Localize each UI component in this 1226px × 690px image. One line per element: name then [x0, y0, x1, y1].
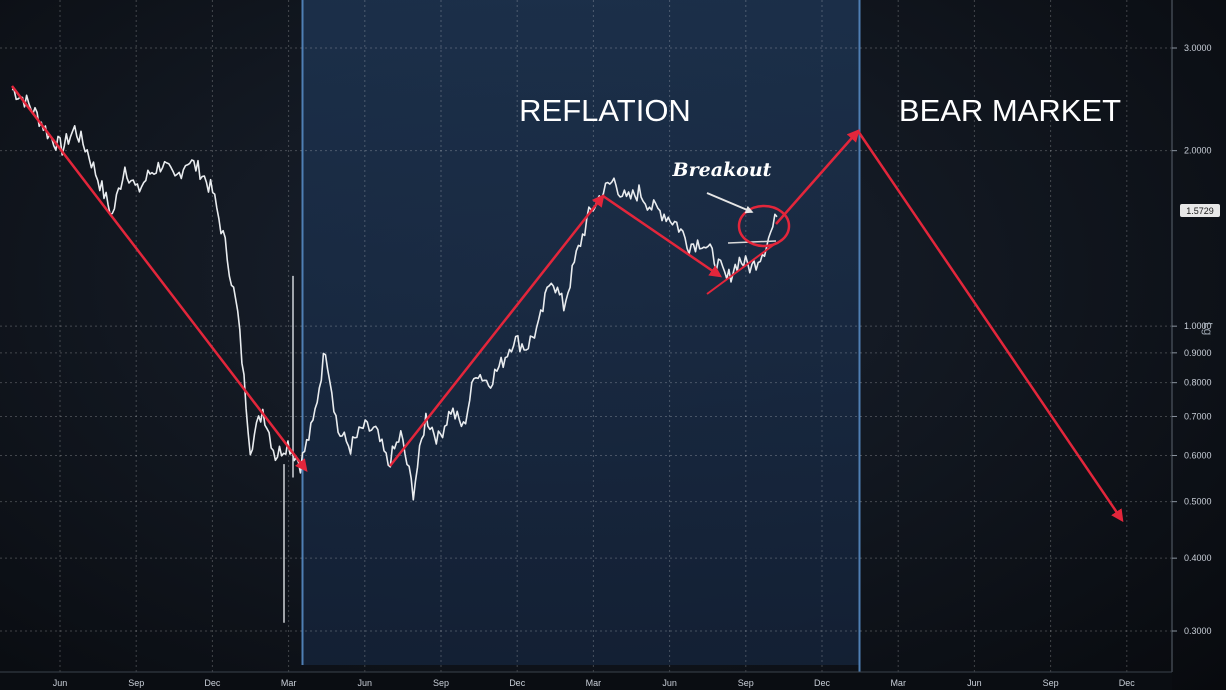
- y-tick-label: 0.7000: [1184, 411, 1212, 421]
- y-tick-label: 1.0000: [1184, 321, 1212, 331]
- y-axis-label: Lg: [1201, 322, 1215, 335]
- price-line: [11, 88, 778, 501]
- x-tick-label: Dec: [204, 678, 221, 688]
- breakout-pointer: [706, 192, 754, 214]
- x-tick-label: Jun: [53, 678, 68, 688]
- trend-arrows: [11, 85, 1124, 523]
- x-axis-ticks: Jun Sep Dec Mar Jun Sep Dec Mar Jun Sep Dec Mar Jun S…: [53, 678, 1136, 688]
- breakout-circle: [737, 204, 791, 248]
- y-tick-label: 3.0000: [1184, 43, 1212, 53]
- y-tick-label: 0.3000: [1184, 626, 1212, 636]
- x-tick-label: Sep: [433, 678, 449, 688]
- y-tick-label: 0.4000: [1184, 553, 1212, 563]
- y-tick-label: 0.6000: [1184, 450, 1212, 460]
- x-tick-label: Sep: [738, 678, 754, 688]
- reflation-region: [302, 0, 859, 665]
- x-tick-label: Mar: [890, 678, 906, 688]
- current-value-badge: [1180, 204, 1220, 217]
- x-tick-label: Mar: [586, 678, 602, 688]
- y-tick-label: 2.0000: [1184, 146, 1212, 156]
- vertical-gridlines: [59, 0, 1128, 672]
- y-tick-label: 0.5000: [1184, 497, 1212, 507]
- trend-arrow: [775, 129, 860, 225]
- trend-arrow: [856, 130, 1124, 523]
- breakout-support-line: [706, 242, 777, 295]
- breakout-resistance-line: [727, 240, 777, 244]
- price-series: [11, 88, 778, 623]
- x-tick-label: Dec: [509, 678, 526, 688]
- x-tick-label: Dec: [1119, 678, 1136, 688]
- x-tick-label: Sep: [128, 678, 144, 688]
- x-tick-label: Jun: [967, 678, 982, 688]
- current-value-text: 1.5729: [1186, 206, 1214, 216]
- y-tick-label: 0.8000: [1184, 378, 1212, 388]
- reflation-label: REFLATION: [519, 93, 691, 128]
- trend-arrow: [602, 194, 723, 278]
- y-tick-label: 0.9000: [1184, 348, 1212, 358]
- x-tick-label: Jun: [662, 678, 677, 688]
- x-tick-label: Dec: [814, 678, 831, 688]
- bear-market-label: BEAR MARKET: [899, 93, 1121, 128]
- x-tick-label: Jun: [358, 678, 373, 688]
- trend-arrow: [389, 194, 605, 467]
- x-tick-label: Mar: [281, 678, 297, 688]
- trend-arrow: [11, 85, 308, 472]
- x-axis-band: [0, 672, 1172, 690]
- horizontal-gridlines: [0, 47, 1172, 632]
- y-axis-ticks: 3.0000 2.0000 1.0000 0.9000 0.8000 0.7000 0.60…: [1172, 43, 1212, 636]
- breakout-label: Breakout: [672, 159, 772, 181]
- x-tick-label: Sep: [1043, 678, 1059, 688]
